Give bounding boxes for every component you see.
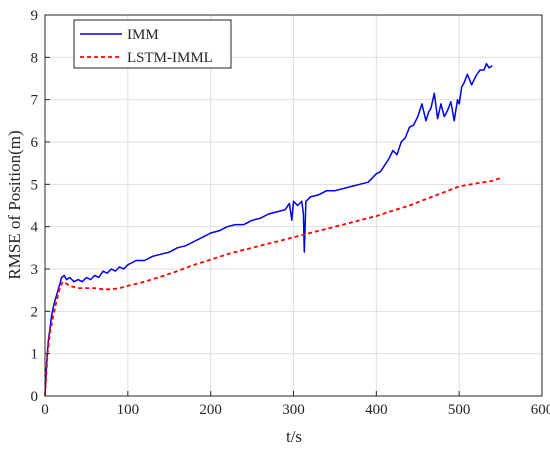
x-tick-label: 400 <box>365 402 388 418</box>
series-line-lstm-imml <box>44 177 501 397</box>
x-tick-label: 300 <box>282 402 305 418</box>
series-layer <box>44 62 501 397</box>
y-tick-label: 7 <box>31 93 39 109</box>
legend-label-lstm-imml: LSTM-IMML <box>127 50 213 66</box>
x-axis-title: t/s <box>286 427 302 446</box>
legend: IMM LSTM-IMML <box>73 19 232 69</box>
x-tick-label: 600 <box>531 402 550 418</box>
y-tick-label: 1 <box>31 347 39 363</box>
x-tick-label: 500 <box>448 402 471 418</box>
y-tick-label: 3 <box>31 262 39 278</box>
y-tick-label: 2 <box>31 304 39 320</box>
y-tick-label: 4 <box>31 220 39 236</box>
legend-box <box>73 19 232 69</box>
tick-labels: 0 100 200 300 400 500 600 0 1 2 3 4 5 6 7 8 9 <box>31 8 550 418</box>
x-tick-label: 200 <box>199 402 222 418</box>
y-tick-label: 5 <box>31 177 39 193</box>
y-tick-label: 0 <box>31 389 39 405</box>
y-tick-label: 8 <box>31 50 39 66</box>
x-tick-label: 0 <box>41 402 49 418</box>
legend-label-imm: IMM <box>127 27 159 43</box>
y-axis-title: RMSE of Position(m) <box>5 130 24 279</box>
x-tick-label: 100 <box>117 402 140 418</box>
tick-marks <box>44 14 543 397</box>
series-line-imm <box>44 62 493 397</box>
y-tick-label: 6 <box>31 135 39 151</box>
y-tick-label: 9 <box>31 8 39 24</box>
